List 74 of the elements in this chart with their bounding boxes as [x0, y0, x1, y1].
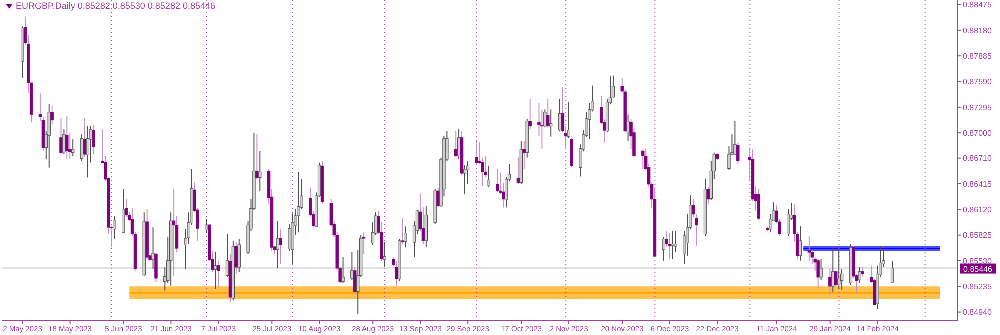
- candlestick: [496, 168, 500, 193]
- candlestick: [92, 125, 96, 155]
- candlestick: [668, 232, 672, 260]
- candlestick: [516, 157, 520, 185]
- candlestick: [256, 134, 259, 180]
- candlestick: [86, 126, 90, 178]
- candlestick: [395, 260, 398, 286]
- chart-title: EURGBP,Daily 0.85282 0.85530 0.85282 0.85446: [16, 1, 216, 11]
- candlestick: [626, 114, 630, 142]
- candlestick: [567, 102, 571, 140]
- candlestick: [798, 226, 802, 262]
- candlestick: [50, 106, 54, 126]
- candlestick: [124, 198, 128, 218]
- candlestick: [234, 242, 238, 275]
- y-tick-label: 0.87590: [963, 78, 992, 87]
- candlestick: [122, 188, 126, 234]
- candlestick: [454, 130, 458, 158]
- candlestick: [642, 149, 645, 170]
- y-tick-label: 0.86415: [963, 180, 992, 189]
- candlestick: [288, 224, 292, 252]
- candlestick: [834, 270, 838, 288]
- y-tick-label: 0.85825: [963, 231, 992, 240]
- candlestick: [72, 139, 75, 157]
- candlestick: [83, 117, 87, 158]
- y-tick-label: 0.87295: [963, 103, 992, 112]
- candlestick: [695, 214, 698, 246]
- y-tick-label: 0.88475: [963, 0, 992, 10]
- candlestick: [706, 186, 710, 205]
- candlestick: [214, 251, 218, 290]
- candlestick: [558, 98, 562, 132]
- candlestick: [258, 150, 262, 192]
- candlestick: [172, 188, 176, 276]
- candlestick: [401, 218, 404, 245]
- candlestick: [734, 120, 737, 156]
- candlestick: [546, 98, 550, 128]
- candlestick: [816, 258, 820, 289]
- candlestick: [362, 232, 366, 255]
- candlestick: [528, 98, 532, 130]
- y-tick-label: 0.85530: [963, 256, 992, 266]
- candlestick: [828, 268, 832, 296]
- y-tick-label: 0.84940: [963, 308, 992, 318]
- candlestick: [808, 236, 811, 262]
- candlestick: [522, 140, 526, 170]
- candlestick: [80, 134, 84, 162]
- y-tick-label: 0.88180: [963, 26, 992, 36]
- candlestick: [544, 109, 547, 128]
- candlestick: [279, 228, 283, 265]
- candlestick: [662, 236, 666, 262]
- candlestick: [113, 216, 116, 240]
- y-tick-label: 0.87000: [963, 128, 992, 138]
- candlestick: [475, 140, 478, 165]
- candlestick: [217, 260, 220, 288]
- candlestick: [692, 198, 696, 218]
- candlestick: [550, 109, 553, 138]
- candlestick: [463, 164, 467, 195]
- candlestick: [436, 187, 440, 208]
- candlestick: [487, 166, 490, 188]
- candlestick: [354, 267, 357, 295]
- candlestick: [736, 142, 740, 165]
- candlestick: [48, 103, 51, 168]
- y-tick-label: 0.86710: [963, 154, 992, 164]
- candlestick: [66, 116, 69, 160]
- y-tick-label: 0.86120: [963, 205, 992, 214]
- y-tick-label: 0.85235: [963, 282, 992, 292]
- ref-line-label: 0.85446: [964, 264, 994, 274]
- candlestick: [62, 129, 66, 155]
- candlestick: [60, 117, 63, 155]
- candlestick: [205, 218, 208, 234]
- candlestick: [404, 226, 408, 248]
- y-tick-label: 0.87885: [963, 52, 992, 61]
- candlestick: [671, 230, 674, 260]
- candlestick: [297, 172, 300, 234]
- candlestick: [457, 128, 461, 160]
- candlestick: [769, 214, 772, 234]
